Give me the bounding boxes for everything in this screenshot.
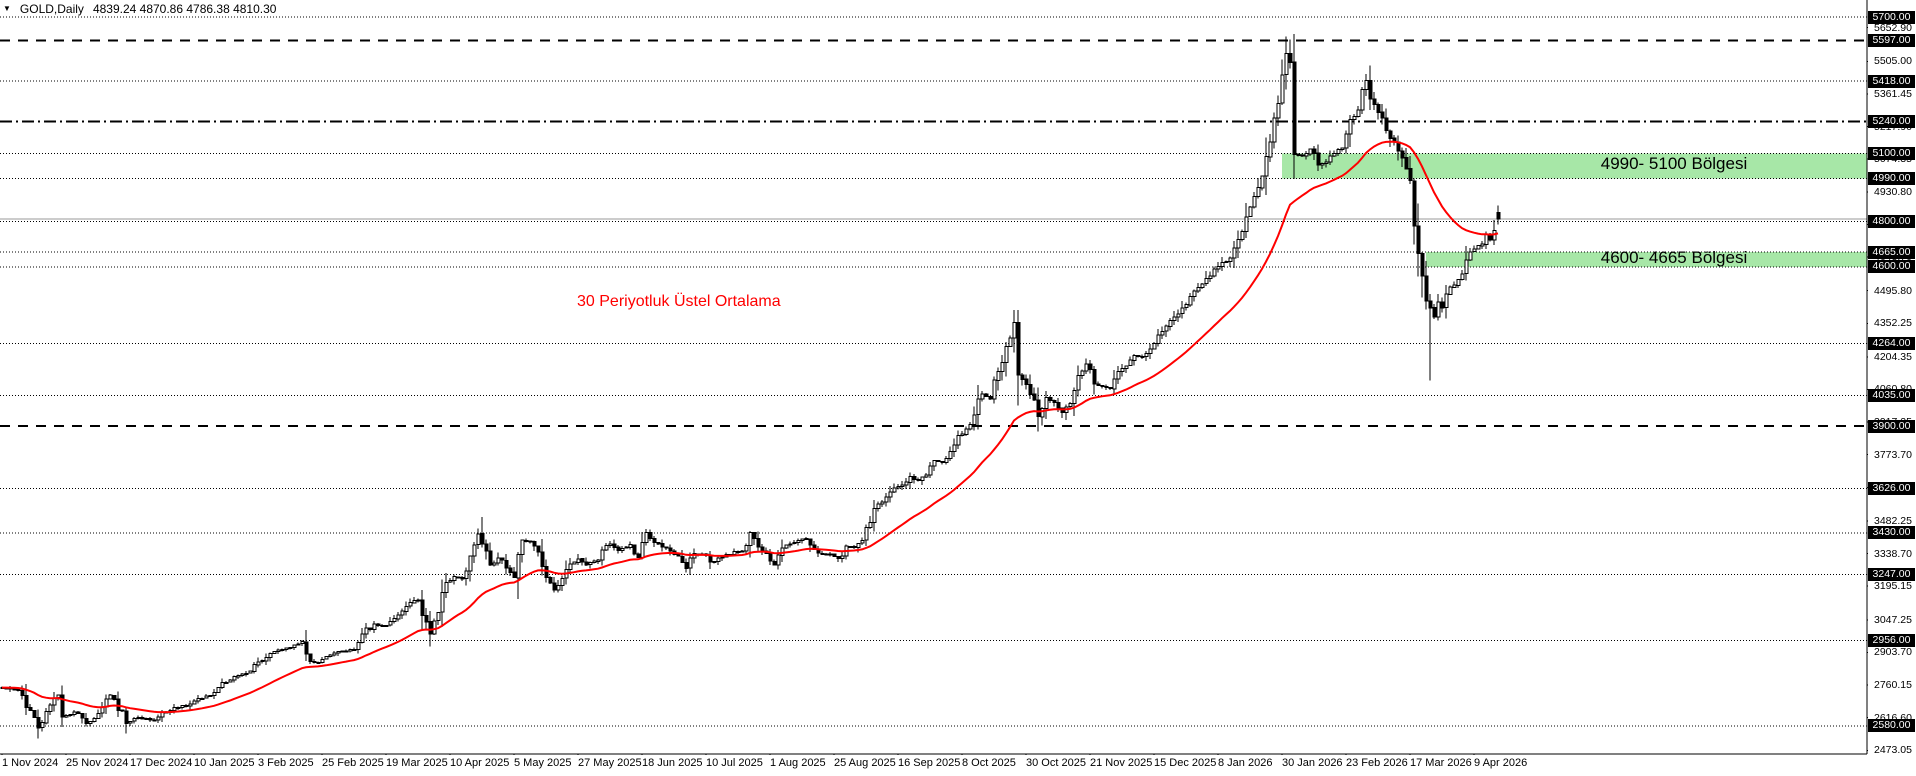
price-tick-label: 2903.70 [1874, 646, 1912, 659]
date-label: 1 Nov 2024 [2, 757, 59, 769]
date-label: 25 Aug 2025 [834, 757, 896, 769]
price-tick-label: 5652.90 [1874, 21, 1912, 34]
price-level-badge: 2580.00 [1868, 719, 1915, 733]
date-label: 5 May 2025 [514, 757, 572, 769]
date-label: 9 Apr 2026 [1474, 757, 1528, 769]
price-level-badge: 4665.00 [1868, 245, 1915, 259]
date-label: 27 May 2025 [578, 757, 642, 769]
price-tick-label: 4204.35 [1874, 350, 1912, 363]
price-level-badge: 5700.00 [1868, 10, 1915, 24]
date-label: 25 Feb 2025 [322, 757, 384, 769]
date-label: 10 Jan 2025 [194, 757, 255, 769]
candles-layer [0, 34, 1501, 739]
price-tick-label: 3047.25 [1874, 613, 1912, 626]
chart-borders [0, 0, 1871, 758]
price-level-badge: 4035.00 [1868, 388, 1915, 402]
zone-label-4990-5100: 4990- 5100 Bölgesi [1600, 154, 1748, 173]
price-tick-label: 4495.80 [1874, 284, 1912, 297]
ema-line[interactable] [2, 140, 1499, 714]
date-label: 15 Dec 2025 [1154, 757, 1217, 769]
date-label: 23 Feb 2026 [1346, 757, 1408, 769]
price-tick-label: 3482.25 [1874, 514, 1912, 527]
symbol-ohlc-values: 4839.24 4870.86 4786.38 4810.30 [92, 2, 277, 16]
price-tick-label: 3773.70 [1874, 448, 1912, 461]
price-axis[interactable]: 5652.905505.005361.455217.905074.354930.… [1868, 0, 1916, 757]
date-label: 17 Dec 2024 [130, 757, 193, 769]
price-level-badge: 4264.00 [1868, 336, 1915, 350]
date-label: 1 Aug 2025 [770, 757, 826, 769]
date-label: 10 Jul 2025 [706, 757, 763, 769]
date-label: 16 Sep 2025 [898, 757, 961, 769]
date-label: 30 Oct 2025 [1026, 757, 1086, 769]
price-tick-label: 5505.00 [1874, 55, 1912, 68]
price-level-lines[interactable] [0, 16, 1867, 727]
price-level-badge: 2956.00 [1868, 634, 1915, 648]
price-level-badge: 3900.00 [1868, 419, 1915, 433]
date-label: 30 Jan 2026 [1282, 757, 1343, 769]
date-label: 19 Mar 2025 [386, 757, 448, 769]
date-label: 25 Nov 2024 [66, 757, 129, 769]
price-tick-label: 2473.05 [1874, 744, 1912, 757]
symbol-name: GOLD,Daily [19, 2, 84, 16]
price-level-badge: 5100.00 [1868, 146, 1915, 160]
date-label: 3 Feb 2025 [258, 757, 314, 769]
zone-rect[interactable] [1282, 153, 1867, 179]
price-level-badge: 5240.00 [1868, 115, 1915, 129]
price-level-badge: 5418.00 [1868, 74, 1915, 88]
zone-rect[interactable] [1426, 252, 1867, 267]
price-level-badge: 3430.00 [1868, 526, 1915, 540]
price-level-badge: 3247.00 [1868, 567, 1915, 581]
zone-label-4600-4665: 4600- 4665 Bölgesi [1600, 248, 1748, 267]
price-level-badge: 4990.00 [1868, 171, 1915, 185]
price-level-badge: 4800.00 [1868, 215, 1915, 229]
date-label: 8 Jan 2026 [1218, 757, 1273, 769]
symbol-dropdown-icon[interactable]: ▼ [3, 4, 11, 13]
price-tick-label: 3195.15 [1874, 580, 1912, 593]
support-resistance-zones[interactable] [1282, 153, 1867, 267]
price-level-badge: 5597.00 [1868, 33, 1915, 47]
price-level-badge: 4600.00 [1868, 260, 1915, 274]
chart-symbol-info: ▼ GOLD,Daily 4839.24 4870.86 4786.38 481… [3, 2, 276, 16]
price-tick-label: 5361.45 [1874, 87, 1912, 100]
time-axis[interactable]: 1 Nov 2024 25 Nov 2024 17 Dec 2024 10 Jan 2… [0, 755, 1916, 776]
ema-annotation-text: 30 Periyotluk Üstel Ortalama [577, 293, 781, 310]
date-label: 8 Oct 2025 [962, 757, 1016, 769]
price-tick-label: 3338.70 [1874, 547, 1912, 560]
price-tick-label: 2760.15 [1874, 679, 1912, 692]
price-tick-label: 4352.25 [1874, 317, 1912, 330]
date-label: 21 Nov 2025 [1090, 757, 1153, 769]
price-tick-label: 4930.80 [1874, 185, 1912, 198]
date-label: 17 Mar 2026 [1410, 757, 1472, 769]
price-level-badge: 3626.00 [1868, 481, 1915, 495]
date-label: 18 Jun 2025 [642, 757, 703, 769]
date-label: 10 Apr 2025 [450, 757, 510, 769]
